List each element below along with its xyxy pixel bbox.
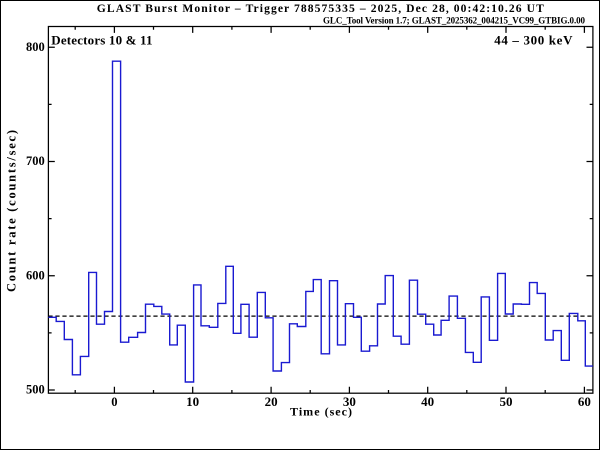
- svg-text:Detectors 10 & 11: Detectors 10 & 11: [51, 32, 152, 47]
- svg-text:Time (sec): Time (sec): [290, 405, 352, 419]
- svg-text:GLC_Tool Version 1.7; GLAST_20: GLC_Tool Version 1.7; GLAST_2025362_0042…: [323, 16, 586, 26]
- svg-text:30: 30: [343, 395, 356, 409]
- svg-text:500: 500: [26, 383, 45, 397]
- svg-text:GLAST Burst Monitor – Trigge: GLAST Burst Monitor – Trigger 788575335 …: [97, 2, 544, 15]
- svg-text:Count rate (counts/sec): Count rate (counts/sec): [5, 130, 19, 292]
- svg-text:44 – 300 keV: 44 – 300 keV: [494, 32, 573, 47]
- svg-text:700: 700: [26, 154, 45, 168]
- svg-text:20: 20: [265, 395, 278, 409]
- svg-text:60: 60: [578, 395, 591, 409]
- svg-text:800: 800: [26, 40, 45, 54]
- svg-text:600: 600: [26, 268, 45, 282]
- svg-text:0: 0: [111, 395, 117, 409]
- svg-text:10: 10: [186, 395, 199, 409]
- svg-text:50: 50: [500, 395, 513, 409]
- svg-text:40: 40: [421, 395, 434, 409]
